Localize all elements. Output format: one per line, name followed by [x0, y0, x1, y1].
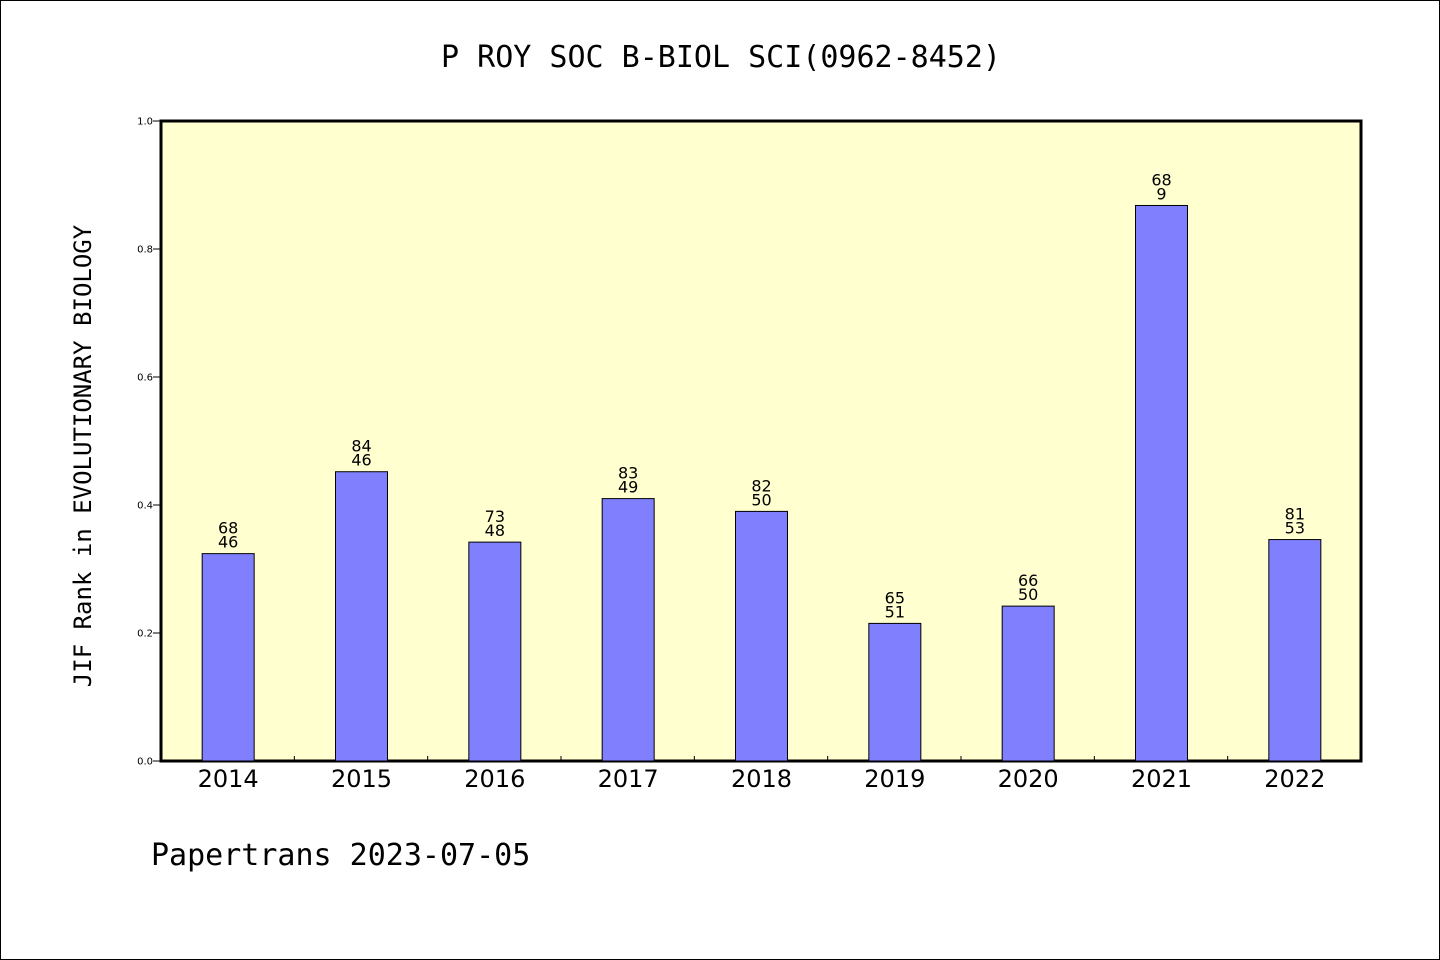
bar-2017 [601, 498, 655, 762]
y-tick-label: 0.4 [137, 501, 153, 512]
y-tick-label: 0.6 [137, 373, 153, 384]
x-axis-ticks: 2014 2015 2016 2017 2018 2019 2020 2021 2022 [198, 756, 1325, 793]
bar-rank-label: 46 [218, 533, 238, 552]
bar-2022 [1268, 539, 1322, 762]
bar-2020 [1001, 605, 1055, 762]
footer-text: Papertrans 2023-07-05 [151, 838, 530, 873]
bar-rank-label: 50 [751, 490, 771, 509]
bar-2014 [201, 553, 255, 762]
bar-total-label: 65 [885, 588, 905, 607]
bar-rank-label: 9 [1156, 184, 1166, 203]
y-axis-ticks: 0.0 0.2 0.4 0.6 0.8 1.0 [137, 117, 161, 768]
y-tick-label: 0.2 [137, 629, 153, 640]
x-tick-label: 2017 [598, 765, 659, 793]
bar-2015 [335, 471, 388, 762]
bar-total-label: 66 [1018, 571, 1038, 590]
bar-total-label: 84 [351, 437, 371, 456]
y-tick-label: 0.8 [137, 245, 153, 256]
bar-rank-label: 50 [1018, 585, 1038, 604]
chart-title: P ROY SOC B-BIOL SCI(0962-8452) [441, 40, 1001, 75]
x-tick-label: 2022 [1264, 765, 1325, 793]
y-tick-label: 0.0 [137, 757, 153, 768]
bar-total-label: 73 [485, 507, 505, 526]
bar-2019 [868, 622, 922, 762]
x-tick-label: 2016 [464, 765, 525, 793]
bar-rank-label: 53 [1285, 519, 1305, 538]
bar-rank-label: 46 [351, 451, 371, 470]
bar-2018 [735, 510, 788, 762]
bar-2021 [1135, 204, 1188, 762]
bar-total-label: 81 [1285, 505, 1305, 524]
bar-total-label: 68 [1151, 170, 1171, 189]
bar-rank-label: 48 [485, 521, 505, 540]
y-tick-label: 1.0 [137, 117, 153, 128]
x-tick-label: 2019 [864, 765, 925, 793]
bar-total-label: 82 [751, 476, 771, 495]
x-tick-label: 2015 [331, 765, 392, 793]
x-tick-label: 2014 [198, 765, 259, 793]
bar-rank-label: 51 [885, 602, 905, 621]
x-tick-label: 2021 [1131, 765, 1192, 793]
bar-total-label: 83 [618, 464, 638, 483]
x-tick-label: 2018 [731, 765, 792, 793]
bar-2016 [468, 541, 522, 762]
bar-rank-label: 49 [618, 478, 638, 497]
bar-total-label: 68 [218, 519, 238, 538]
y-axis-label: JIF Rank in EVOLUTIONARY BIOLOGY [69, 224, 97, 687]
x-tick-label: 2020 [998, 765, 1059, 793]
